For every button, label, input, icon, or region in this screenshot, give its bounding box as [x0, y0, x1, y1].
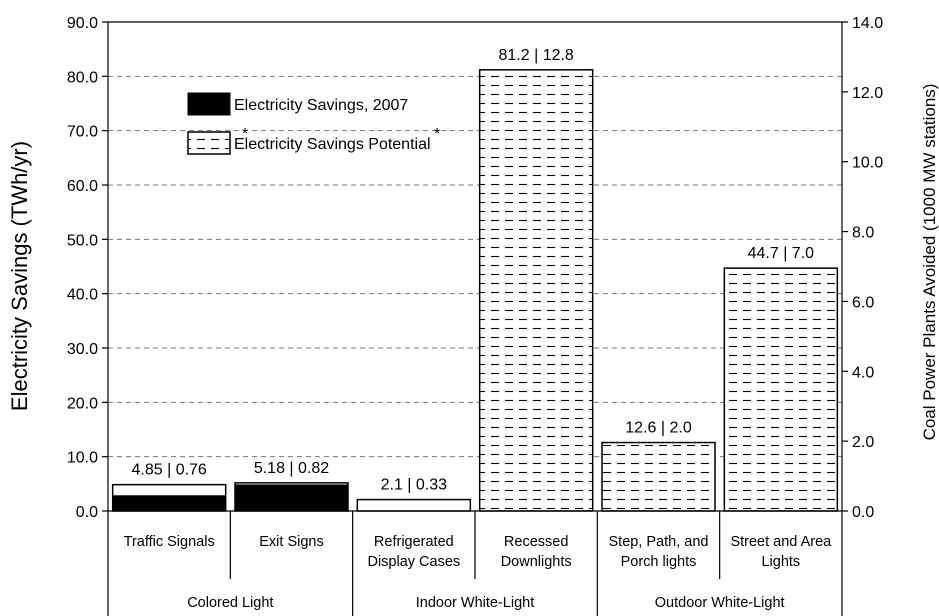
y2-tick-label: 14.0: [852, 15, 883, 32]
data-label: 4.85 | 0.76: [132, 462, 207, 479]
data-label: 12.6 | 2.0: [625, 420, 692, 437]
y2-tick-label: 6.0: [852, 294, 874, 311]
group-label: Colored Light: [187, 595, 273, 611]
legend-swatch-2007: [187, 92, 231, 116]
y-tick-label: 20.0: [67, 395, 98, 412]
legend-swatch-potential: [187, 131, 231, 155]
group-label: Outdoor White-Light: [655, 595, 785, 611]
labels: 0.0 10.0 20.0 30.0 40.0 50.0 60.0 70.0 80.0 90.0 0…: [67, 15, 883, 611]
y-tick-label: 10.0: [67, 450, 98, 467]
y-axis-title-right: Coal Power Plants Avoided (1000 MW stati…: [920, 84, 939, 441]
legend-label-2007: Electricity Savings, 2007: [234, 97, 408, 114]
category-label: Display Cases: [367, 554, 460, 570]
category-label: Street and Area: [730, 534, 832, 550]
bar-2007: [112, 495, 227, 512]
category-label: Step, Path, and: [609, 534, 709, 550]
y2-tick-label: 0.0: [852, 504, 874, 521]
y-tick-label: 0.0: [76, 504, 98, 521]
bar-potential: [601, 441, 716, 512]
bar-potential: [356, 498, 472, 512]
legend-asterisk-2: *: [434, 126, 440, 143]
y-tick-label: 50.0: [67, 232, 98, 249]
data-label: 44.7 | 7.0: [748, 245, 815, 262]
bar-2007: [234, 484, 349, 512]
y2-tick-label: 10.0: [852, 155, 883, 172]
legend-label-potential: Electricity Savings Potential: [234, 136, 431, 153]
data-label: 5.18 | 0.82: [254, 460, 329, 477]
category-label: Recessed: [504, 534, 568, 550]
data-label: 81.2 | 12.8: [499, 47, 574, 64]
axes: [102, 21, 848, 616]
bars: [111, 69, 839, 512]
y-tick-label: 70.0: [67, 124, 98, 141]
category-label: Porch lights: [621, 554, 697, 570]
y-tick-label: 90.0: [67, 15, 98, 32]
category-label: Lights: [761, 554, 800, 570]
y-tick-label: 80.0: [67, 69, 98, 86]
data-label: 2.1 | 0.33: [381, 477, 448, 494]
y-axis-title-left: Electricity Savings (TWh/yr): [7, 141, 32, 411]
bar-potential: [723, 267, 839, 512]
bar-potential: [478, 69, 594, 512]
y-tick-label: 60.0: [67, 178, 98, 195]
legend: Electricity Savings, 2007 Electricity Sa…: [187, 92, 440, 155]
category-label: Refrigerated: [374, 534, 454, 550]
category-label: Traffic Signals: [124, 534, 215, 550]
legend-asterisk-1: *: [242, 126, 248, 143]
y2-tick-label: 12.0: [852, 85, 883, 102]
y2-tick-label: 8.0: [852, 225, 874, 242]
category-label: Downlights: [501, 554, 572, 570]
y-tick-label: 30.0: [67, 341, 98, 358]
category-label: Exit Signs: [259, 534, 323, 550]
y-tick-label: 40.0: [67, 287, 98, 304]
group-label: Indoor White-Light: [416, 595, 534, 611]
y2-tick-label: 2.0: [852, 434, 874, 451]
y2-tick-label: 4.0: [852, 364, 874, 381]
